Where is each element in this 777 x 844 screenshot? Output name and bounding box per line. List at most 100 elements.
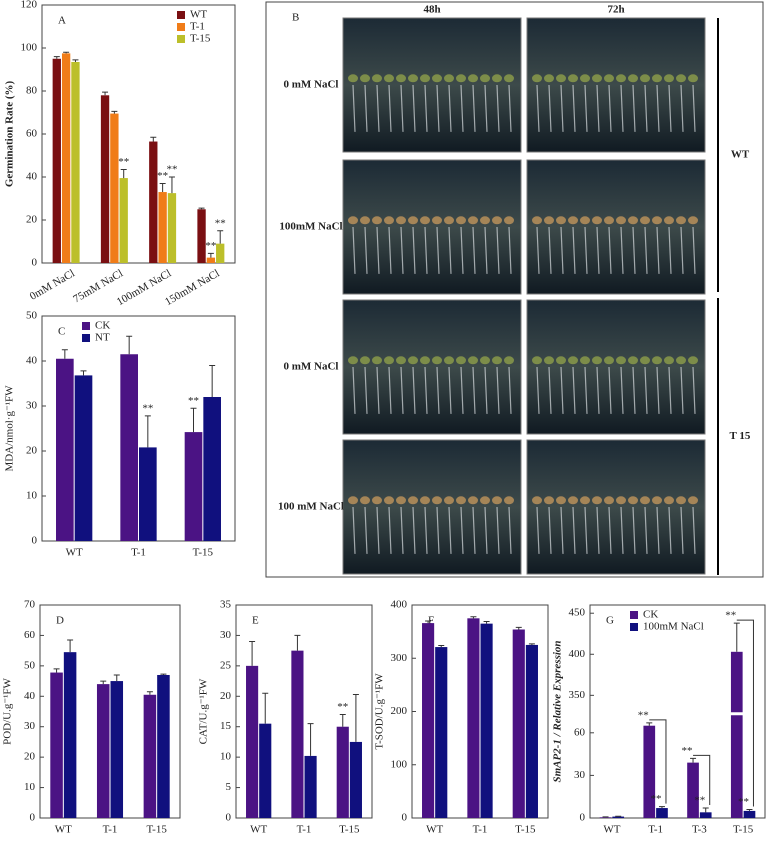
y-tick-label: 0 bbox=[580, 812, 586, 824]
seed bbox=[592, 356, 602, 365]
significance-label: ** bbox=[638, 709, 649, 721]
root bbox=[680, 506, 684, 554]
seed bbox=[372, 216, 382, 225]
root bbox=[388, 226, 392, 274]
bar bbox=[52, 58, 61, 263]
error-bar bbox=[339, 714, 346, 727]
root bbox=[508, 506, 512, 554]
seed bbox=[384, 356, 394, 365]
panel-label: E bbox=[252, 615, 259, 627]
significance-label: ** bbox=[650, 793, 661, 805]
seed bbox=[468, 216, 478, 225]
y-tick-label: 10 bbox=[24, 781, 36, 793]
error-bar bbox=[53, 56, 60, 59]
root bbox=[680, 226, 684, 274]
bar bbox=[71, 61, 80, 263]
root bbox=[448, 366, 452, 414]
seed bbox=[360, 496, 370, 505]
root bbox=[668, 226, 672, 274]
error-bar bbox=[100, 680, 107, 685]
bar bbox=[167, 193, 177, 263]
bar bbox=[197, 209, 206, 263]
root bbox=[388, 506, 392, 554]
row-label: 100mM NaCl bbox=[279, 221, 342, 233]
seed bbox=[592, 74, 602, 83]
root bbox=[608, 506, 612, 554]
error-bar bbox=[111, 110, 118, 114]
significance-label: ** bbox=[142, 402, 153, 414]
seed bbox=[372, 356, 382, 365]
row-label: 100 mM NaCl bbox=[278, 501, 344, 513]
seed bbox=[664, 496, 674, 505]
root bbox=[472, 226, 476, 274]
error-bar bbox=[72, 59, 79, 62]
row-label: 0 mM NaCl bbox=[284, 361, 339, 373]
error-bar bbox=[126, 335, 133, 355]
y-tick-label: 10 bbox=[26, 490, 38, 502]
root bbox=[560, 506, 564, 554]
error-bar bbox=[150, 136, 157, 142]
seed bbox=[544, 496, 554, 505]
root bbox=[484, 226, 488, 274]
seed bbox=[432, 496, 442, 505]
error-bar bbox=[190, 407, 197, 433]
seed bbox=[504, 356, 514, 365]
seed bbox=[676, 216, 686, 225]
seed bbox=[348, 74, 358, 83]
seed bbox=[640, 216, 650, 225]
x-tick-label: T-15 bbox=[193, 547, 214, 559]
significance-label: ** bbox=[205, 240, 216, 252]
seed bbox=[664, 356, 674, 365]
legend-swatch bbox=[177, 11, 185, 19]
root bbox=[400, 84, 404, 132]
root bbox=[536, 226, 540, 274]
y-axis-label: MDA/nmol·g⁻¹FW bbox=[4, 385, 16, 472]
legend-label: T-15 bbox=[190, 33, 211, 45]
photo-panel-frame bbox=[265, 1, 764, 578]
root bbox=[692, 506, 696, 554]
root bbox=[668, 506, 672, 554]
y-tick-label: 0 bbox=[32, 535, 38, 547]
significance-label: ** bbox=[215, 217, 226, 229]
error-bar bbox=[159, 182, 166, 193]
root bbox=[352, 366, 356, 414]
bar bbox=[206, 257, 216, 263]
error-bar bbox=[528, 643, 535, 645]
seedling-photo bbox=[342, 159, 522, 295]
seed bbox=[396, 496, 406, 505]
bar bbox=[599, 817, 612, 818]
x-tick-label: T-15 bbox=[515, 824, 536, 836]
root bbox=[572, 366, 576, 414]
error-bar bbox=[249, 641, 256, 666]
bar bbox=[216, 243, 225, 263]
y-tick-label: 350 bbox=[569, 689, 586, 701]
x-tick-label: T-15 bbox=[339, 824, 360, 836]
seed bbox=[580, 74, 590, 83]
bar bbox=[120, 354, 138, 541]
seed bbox=[480, 216, 490, 225]
seed bbox=[628, 496, 638, 505]
y-tick-label: 300 bbox=[391, 652, 408, 664]
root bbox=[472, 84, 476, 132]
bar bbox=[157, 674, 170, 818]
seed bbox=[604, 356, 614, 365]
plot-frame bbox=[589, 604, 766, 819]
root bbox=[412, 84, 416, 132]
seed bbox=[480, 356, 490, 365]
root bbox=[548, 84, 552, 132]
seed bbox=[408, 496, 418, 505]
seed bbox=[348, 496, 358, 505]
seed bbox=[604, 74, 614, 83]
panel-label: A bbox=[58, 15, 66, 27]
seed bbox=[444, 216, 454, 225]
root bbox=[436, 226, 440, 274]
root bbox=[436, 506, 440, 554]
error-bar bbox=[746, 808, 753, 811]
seed bbox=[408, 356, 418, 365]
significance-label: ** bbox=[188, 395, 199, 407]
seed bbox=[688, 356, 698, 365]
root bbox=[584, 84, 588, 132]
y-tick-label: 50 bbox=[26, 310, 38, 322]
significance-label: ** bbox=[157, 170, 168, 182]
error-bar bbox=[168, 176, 175, 194]
